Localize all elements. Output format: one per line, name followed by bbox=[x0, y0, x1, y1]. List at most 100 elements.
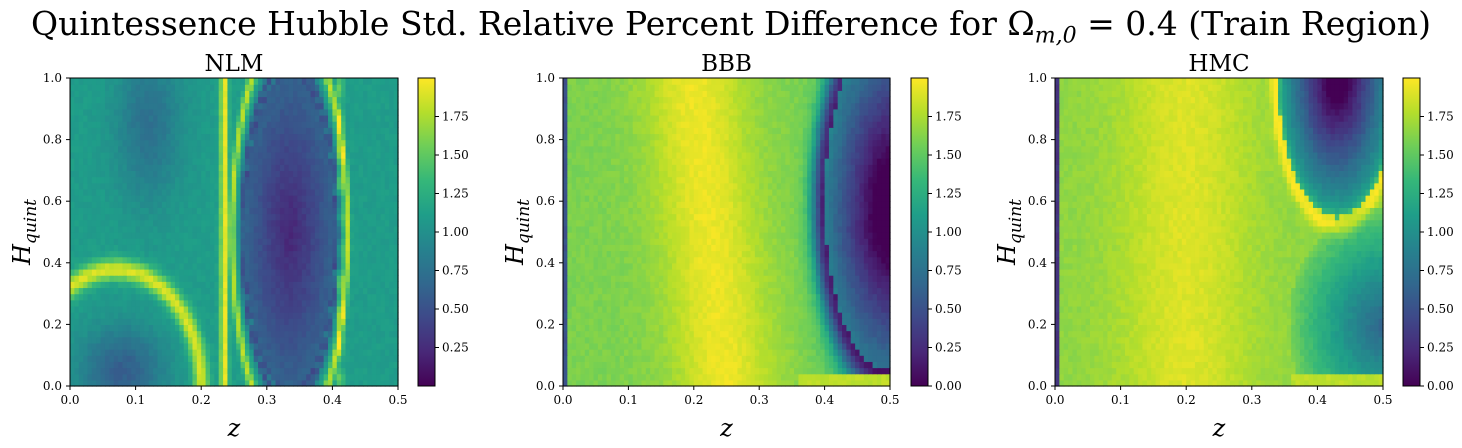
heatmap-cell bbox=[249, 201, 255, 208]
heatmap-cell bbox=[196, 170, 202, 178]
heatmap-cell bbox=[70, 318, 75, 325]
heatmap-cell bbox=[881, 342, 887, 350]
heatmap-cell bbox=[371, 127, 377, 135]
heatmap-cell bbox=[139, 318, 145, 325]
heatmap-cell bbox=[223, 275, 229, 282]
heatmap-cell bbox=[746, 312, 752, 319]
heatmap-cell bbox=[100, 342, 106, 350]
heatmap-cell bbox=[650, 305, 656, 313]
heatmap-cell bbox=[196, 78, 202, 85]
heatmap-cell bbox=[166, 207, 172, 215]
heatmap-cell bbox=[183, 188, 189, 196]
heatmap-cell bbox=[571, 349, 577, 356]
heatmap-cell bbox=[179, 213, 185, 221]
heatmap-cell bbox=[728, 367, 734, 375]
heatmap-cell bbox=[196, 342, 202, 350]
heatmap-cell bbox=[358, 256, 364, 264]
heatmap-cell bbox=[349, 84, 355, 91]
heatmap-cell bbox=[746, 330, 752, 338]
heatmap-cell bbox=[593, 330, 599, 338]
heatmap-cell bbox=[126, 151, 132, 159]
heatmap-cell bbox=[850, 305, 856, 313]
heatmap-cell bbox=[384, 201, 390, 208]
heatmap-cell bbox=[384, 195, 390, 202]
heatmap-cell bbox=[658, 299, 664, 307]
heatmap-cell bbox=[571, 299, 577, 307]
heatmap-cell bbox=[297, 225, 303, 233]
heatmap-cell bbox=[314, 108, 320, 116]
heatmap-cell bbox=[363, 96, 368, 104]
heatmap-cell bbox=[741, 305, 747, 313]
heatmap-cell bbox=[218, 219, 224, 227]
heatmap-cell bbox=[610, 312, 616, 319]
heatmap-cell bbox=[253, 293, 259, 301]
heatmap-cell bbox=[131, 312, 137, 319]
heatmap-cell bbox=[227, 361, 233, 369]
heatmap-cell bbox=[139, 121, 145, 128]
heatmap-cell bbox=[772, 349, 778, 356]
heatmap-cell bbox=[345, 151, 351, 159]
heatmap-cell bbox=[153, 361, 159, 369]
heatmap-cell bbox=[122, 312, 128, 319]
heatmap-cell bbox=[113, 312, 119, 319]
heatmap-cell bbox=[266, 102, 272, 110]
heatmap-cell bbox=[179, 176, 185, 184]
heatmap-cell bbox=[393, 379, 399, 387]
heatmap-cell bbox=[144, 195, 150, 202]
heatmap-cell bbox=[78, 355, 84, 362]
heatmap-cell bbox=[100, 355, 106, 362]
heatmap-cell bbox=[363, 108, 368, 116]
heatmap-cell bbox=[306, 250, 312, 258]
heatmap-cell bbox=[306, 275, 312, 282]
heatmap-cell bbox=[702, 342, 708, 350]
heatmap-cell bbox=[380, 176, 386, 184]
heatmap-cell bbox=[284, 232, 290, 239]
heatmap-cell bbox=[87, 355, 93, 362]
heatmap-cell bbox=[288, 96, 294, 104]
heatmap-cell bbox=[275, 318, 281, 325]
heatmap-cell bbox=[763, 293, 769, 301]
heatmap-cell bbox=[113, 96, 119, 104]
heatmap-cell bbox=[859, 349, 865, 356]
heatmap-cell bbox=[658, 287, 664, 295]
heatmap-cell bbox=[201, 312, 207, 319]
heatmap-cell bbox=[183, 330, 189, 338]
heatmap-cell bbox=[288, 238, 294, 245]
heatmap-cell bbox=[772, 336, 778, 344]
heatmap-cell bbox=[100, 114, 106, 122]
heatmap-cell bbox=[218, 287, 224, 295]
heatmap-cell bbox=[297, 361, 303, 369]
heatmap-cell bbox=[91, 281, 97, 289]
heatmap-cell bbox=[209, 293, 215, 301]
heatmap-cell bbox=[563, 330, 568, 338]
heatmap-cell bbox=[179, 355, 185, 362]
heatmap-cell bbox=[227, 164, 233, 171]
heatmap-cell bbox=[231, 355, 237, 362]
heatmap-cell bbox=[209, 361, 215, 369]
heatmap-cell bbox=[658, 330, 664, 338]
heatmap-cell bbox=[310, 225, 316, 233]
heatmap-cell bbox=[363, 127, 368, 135]
heatmap-cell bbox=[380, 158, 386, 165]
heatmap-cell bbox=[170, 330, 176, 338]
heatmap-cell bbox=[354, 355, 360, 362]
heatmap-cell bbox=[100, 207, 106, 215]
heatmap-cell bbox=[728, 373, 734, 381]
heatmap-cell bbox=[319, 182, 325, 190]
heatmap-cell bbox=[310, 299, 316, 307]
heatmap-cell bbox=[179, 232, 185, 239]
heatmap-cell bbox=[306, 164, 312, 171]
heatmap-cell bbox=[811, 330, 817, 338]
heatmap-cell bbox=[367, 170, 373, 178]
heatmap-cell bbox=[842, 367, 847, 375]
heatmap-cell bbox=[776, 367, 782, 375]
heatmap-cell bbox=[122, 114, 128, 122]
heatmap-cell bbox=[336, 219, 342, 227]
heatmap-cell bbox=[807, 312, 813, 319]
heatmap-cell bbox=[349, 108, 355, 116]
heatmap-cell bbox=[266, 78, 272, 85]
heatmap-cell bbox=[104, 170, 110, 178]
heatmap-cell bbox=[74, 145, 80, 153]
heatmap-cell bbox=[135, 114, 141, 122]
heatmap-cell bbox=[645, 373, 651, 381]
